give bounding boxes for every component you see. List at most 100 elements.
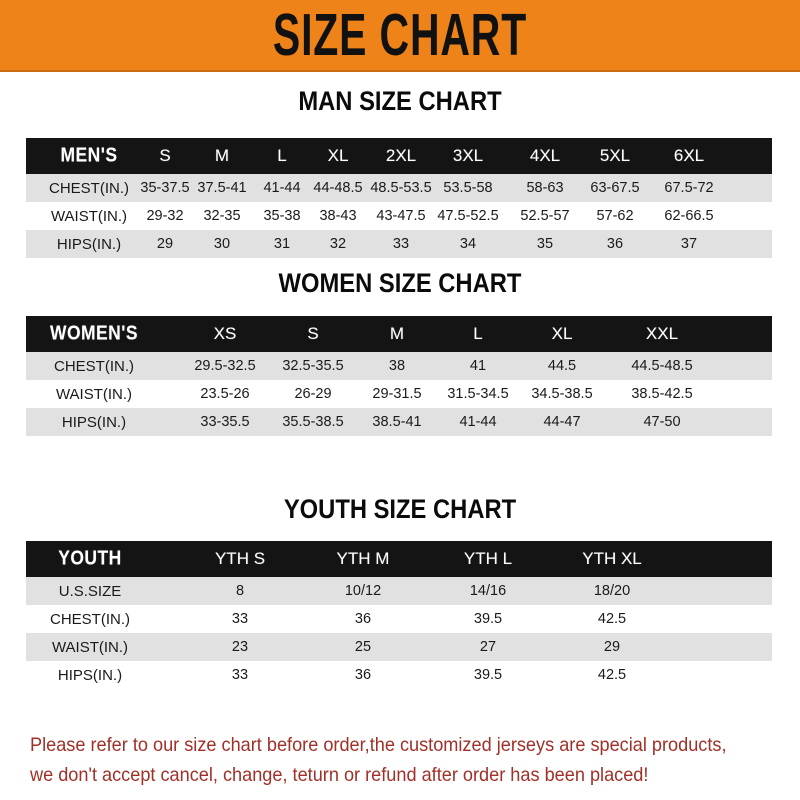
youth-table-header-label: YOUTH (58, 547, 122, 570)
table-cell: 29 (603, 639, 621, 655)
table-cell: 41-44 (263, 180, 301, 196)
column-header-yth-s: YTH S (214, 549, 266, 568)
table-cell: 42.5 (597, 667, 627, 683)
table-cell: 44-48.5 (313, 180, 363, 196)
women-size-table: WOMEN'S XS S M L XL XXL CHEST(IN.) 29.5-32.5 32.5… (26, 316, 772, 436)
row-label: CHEST(IN.) (54, 357, 134, 375)
table-cell: 32 (329, 236, 347, 252)
table-cell: 37.5-41 (197, 180, 247, 196)
table-cell: 67.5-72 (664, 180, 714, 196)
table-cell: 41-44 (459, 414, 497, 430)
table-row: HIPS(IN.) 29 30 31 32 33 34 35 36 37 (26, 230, 772, 258)
table-cell: 36 (606, 236, 624, 252)
table-cell: 32.5-35.5 (282, 358, 344, 374)
column-header-yth-l: YTH L (463, 549, 513, 568)
table-cell: 26-29 (294, 386, 332, 402)
table-cell: 31.5-34.5 (447, 386, 509, 402)
table-cell: 38 (388, 358, 406, 374)
table-cell: 62-66.5 (664, 208, 714, 224)
table-cell: 8 (235, 583, 245, 599)
table-cell: 42.5 (597, 611, 627, 627)
column-header-6xl: 6XL (673, 146, 705, 165)
table-cell: 53.5-58 (443, 180, 493, 196)
table-cell: 29.5-32.5 (194, 358, 256, 374)
men-table-header-row: MEN'S S M L XL 2XL 3XL 4XL 5XL 6XL (26, 138, 772, 174)
column-header-3xl: 3XL (452, 146, 484, 165)
column-header-5xl: 5XL (599, 146, 631, 165)
section-title-man: MAN SIZE CHART (298, 86, 502, 116)
table-cell: 29-31.5 (372, 386, 422, 402)
table-cell: 39.5 (473, 611, 503, 627)
table-cell: 23.5-26 (200, 386, 250, 402)
table-cell: 33 (392, 236, 410, 252)
table-cell: 25 (354, 639, 372, 655)
table-cell: 29-32 (146, 208, 184, 224)
table-cell: 34.5-38.5 (531, 386, 593, 402)
column-header-l: L (277, 146, 287, 165)
table-cell: 35 (536, 236, 554, 252)
table-cell: 47.5-52.5 (437, 208, 499, 224)
column-header-4xl: 4XL (529, 146, 561, 165)
column-header-yth-m: YTH M (336, 549, 390, 568)
table-cell: 23 (231, 639, 249, 655)
section-title-women: WOMEN SIZE CHART (278, 268, 522, 298)
table-cell: 52.5-57 (520, 208, 570, 224)
page-banner: SIZE CHART (0, 0, 800, 72)
men-table-header-label: MEN'S (60, 144, 118, 167)
column-header-m: M (389, 324, 405, 343)
table-row: HIPS(IN.) 33 36 39.5 42.5 (26, 661, 772, 689)
table-cell: 39.5 (473, 667, 503, 683)
column-header-m: M (214, 146, 230, 165)
column-header-2xl: 2XL (385, 146, 417, 165)
table-row: WAIST(IN.) 29-32 32-35 35-38 38-43 43-47.5 47.… (26, 202, 772, 230)
row-label: WAIST(IN.) (51, 638, 129, 656)
table-cell: 36 (354, 611, 372, 627)
women-table-header-row: WOMEN'S XS S M L XL XXL (26, 316, 772, 352)
table-cell: 38-43 (319, 208, 357, 224)
table-cell: 43-47.5 (376, 208, 426, 224)
column-header-xxl: XXL (645, 324, 679, 343)
column-header-l: L (473, 324, 483, 343)
table-row: CHEST(IN.) 35-37.5 37.5-41 41-44 44-48.5 48.5… (26, 174, 772, 202)
row-label: U.S.SIZE (58, 582, 122, 600)
table-cell: 27 (479, 639, 497, 655)
table-cell: 47-50 (643, 414, 681, 430)
row-label: WAIST(IN.) (55, 385, 133, 403)
table-cell: 10/12 (344, 583, 382, 599)
table-cell: 32-35 (203, 208, 241, 224)
order-policy-line-2: we don't accept cancel, change, teturn o… (30, 764, 649, 786)
table-cell: 14/16 (469, 583, 507, 599)
row-label: WAIST(IN.) (50, 207, 128, 225)
table-row: WAIST(IN.) 23.5-26 26-29 29-31.5 31.5-34.5 34… (26, 380, 772, 408)
table-cell: 34 (459, 236, 477, 252)
table-cell: 35.5-38.5 (282, 414, 344, 430)
table-cell: 35-37.5 (140, 180, 190, 196)
row-label: HIPS(IN.) (56, 235, 122, 253)
table-row: WAIST(IN.) 23 25 27 29 (26, 633, 772, 661)
table-cell: 44.5 (547, 358, 577, 374)
table-cell: 58-63 (526, 180, 564, 196)
table-cell: 33 (231, 611, 249, 627)
banner-title: SIZE CHART (272, 1, 528, 69)
row-label: HIPS(IN.) (61, 413, 127, 431)
table-cell: 35-38 (263, 208, 301, 224)
women-table-header-label: WOMEN'S (50, 322, 138, 345)
table-cell: 41 (469, 358, 487, 374)
column-header-yth-xl: YTH XL (582, 549, 642, 568)
row-label: HIPS(IN.) (57, 666, 123, 684)
table-cell: 38.5-42.5 (631, 386, 693, 402)
column-header-xl: XL (551, 324, 573, 343)
table-cell: 33-35.5 (200, 414, 250, 430)
table-cell: 29 (156, 236, 174, 252)
order-policy-line-1: Please refer to our size chart before or… (30, 734, 727, 756)
table-cell: 36 (354, 667, 372, 683)
column-header-xs: XS (213, 324, 237, 343)
section-title-youth: YOUTH SIZE CHART (283, 494, 517, 524)
table-cell: 33 (231, 667, 249, 683)
table-cell: 57-62 (596, 208, 634, 224)
row-label: CHEST(IN.) (49, 179, 129, 197)
row-label: CHEST(IN.) (50, 610, 130, 628)
table-cell: 44-47 (543, 414, 581, 430)
table-cell: 31 (273, 236, 291, 252)
